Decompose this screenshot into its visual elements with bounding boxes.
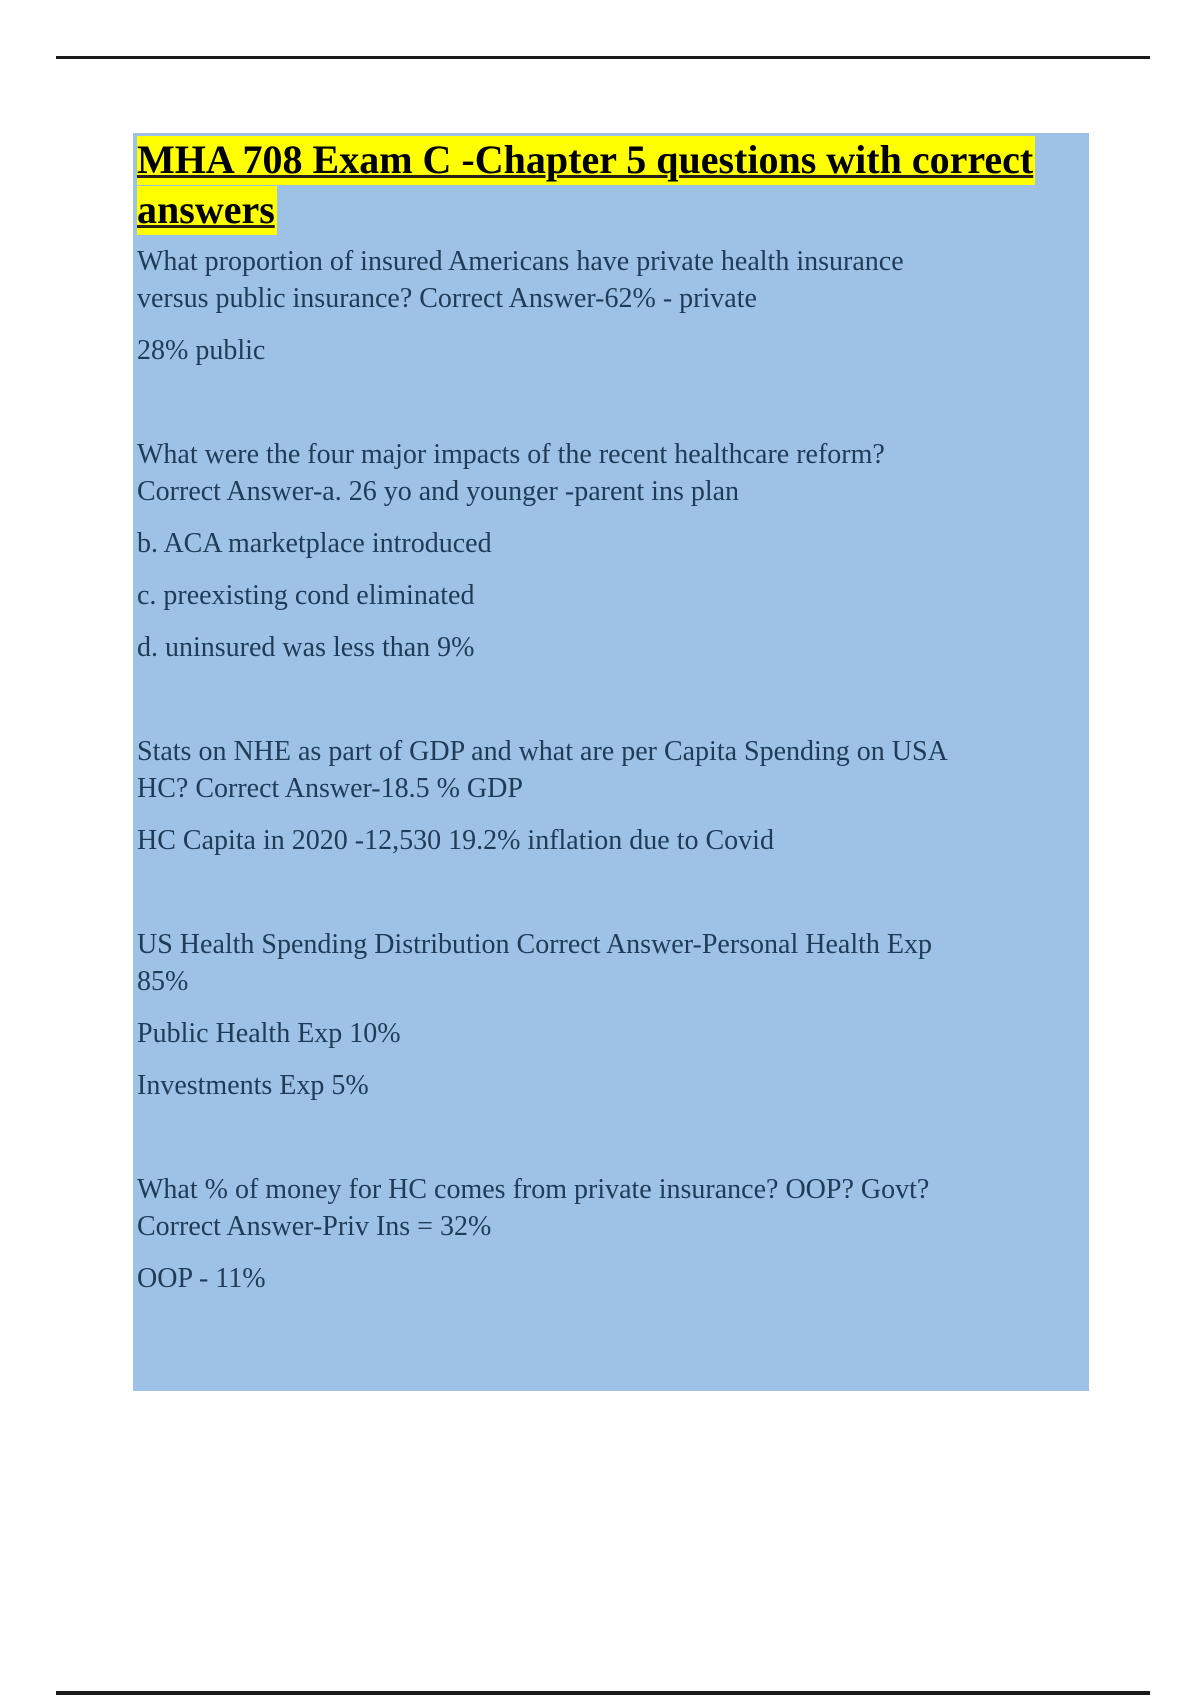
document-title: MHA 708 Exam C -Chapter 5 questions with… (137, 135, 1083, 235)
paragraph: 28% public (137, 335, 266, 366)
paragraph: What were the four major impacts of the … (137, 439, 885, 507)
paragraph (137, 681, 1083, 718)
paragraph: What proportion of insured Americans hav… (137, 246, 904, 314)
paragraph (137, 384, 1083, 421)
paragraph: b. ACA marketplace introduced (137, 528, 492, 559)
paragraph: OOP - 11% (137, 1263, 266, 1294)
paragraph: What % of money for HC comes from privat… (137, 1174, 930, 1242)
paragraph (137, 874, 1083, 911)
qa-list: What proportion of insured Americans hav… (137, 243, 1083, 1297)
header-rule (56, 56, 1150, 59)
paragraph: HC Capita in 2020 -12,530 19.2% inflatio… (137, 825, 774, 856)
footer-rule (56, 1691, 1150, 1695)
highlighted-title-text: MHA 708 Exam C -Chapter 5 questions with… (137, 136, 1036, 235)
paragraph: US Health Spending Distribution Correct … (137, 929, 932, 997)
paragraph: Investments Exp 5% (137, 1070, 369, 1101)
paragraph: c. preexisting cond eliminated (137, 580, 475, 611)
paragraph (137, 1119, 1083, 1156)
paragraph: Public Health Exp 10% (137, 1018, 401, 1049)
paragraph: d. uninsured was less than 9% (137, 632, 475, 663)
paragraph: Stats on NHE as part of GDP and what are… (137, 736, 948, 804)
content-block: MHA 708 Exam C -Chapter 5 questions with… (133, 133, 1089, 1391)
